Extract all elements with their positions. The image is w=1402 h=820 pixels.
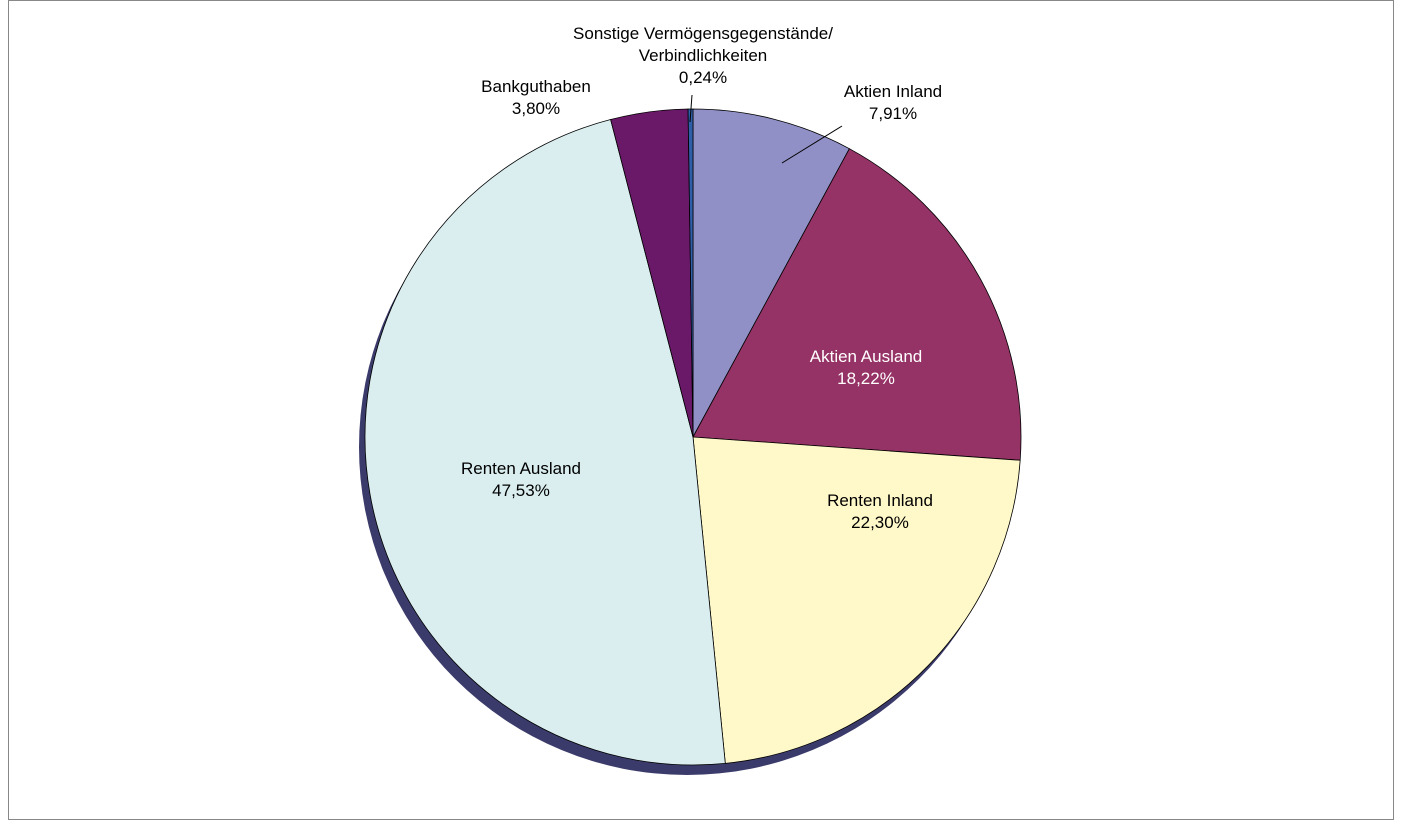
leader-line	[781, 125, 843, 164]
value-label: 47,53%	[492, 481, 550, 500]
slice-label: Renten Inland 22,30%	[827, 490, 933, 534]
slice-label: Aktien Ausland 18,22%	[810, 346, 922, 390]
pie-slice	[692, 148, 1022, 461]
category-label: Aktien Ausland	[809, 347, 923, 366]
category-label: Renten Inland	[827, 491, 933, 510]
value-label: 7,91%	[868, 104, 918, 123]
category-label: Aktien Inland	[843, 82, 943, 101]
category-label: Sonstige Vermögensgegenstände/ Verbindli…	[573, 24, 833, 65]
slice-label: Renten Ausland 47,53%	[461, 458, 581, 502]
slice-label: Sonstige Vermögensgegenstände/ Verbindli…	[533, 23, 873, 89]
slice-label: Bankguthaben 3,80%	[481, 76, 591, 120]
category-label: Renten Ausland	[460, 459, 582, 478]
leader-line	[689, 94, 693, 123]
category-label: Bankguthaben	[481, 77, 591, 96]
pie-slice	[692, 108, 850, 438]
pie-slice	[692, 436, 1021, 764]
value-label: 3,80%	[511, 99, 561, 118]
pie-slice	[364, 119, 726, 766]
slice-label: Aktien Inland 7,91%	[844, 81, 942, 125]
value-label: 22,30%	[851, 513, 909, 532]
value-label: 0,24%	[678, 68, 728, 87]
value-label: 18,22%	[837, 369, 895, 388]
